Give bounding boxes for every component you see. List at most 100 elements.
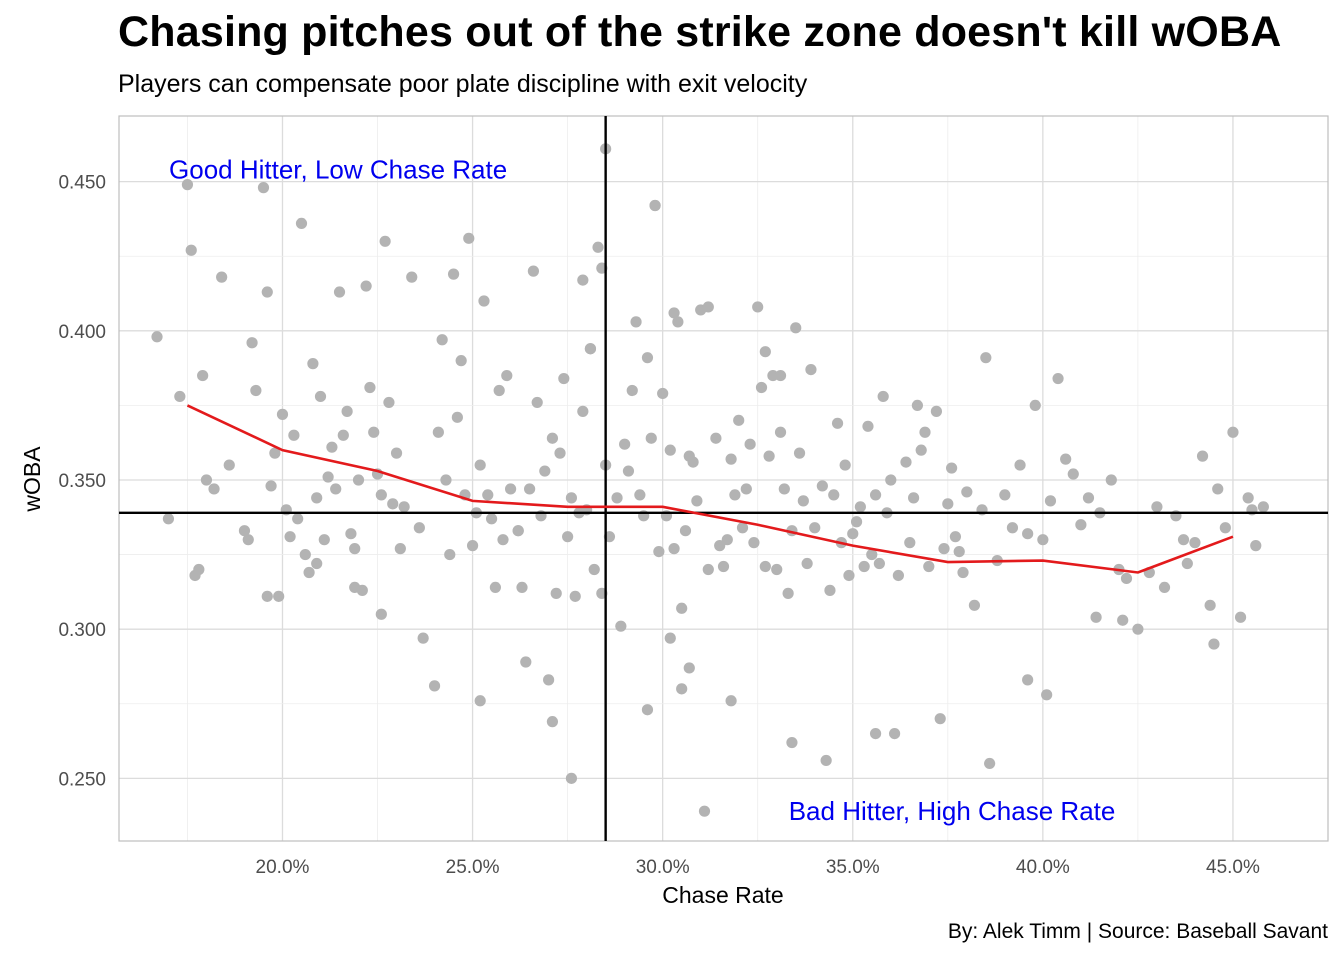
data-point bbox=[569, 590, 581, 602]
x-tick-label: 20.0% bbox=[256, 857, 310, 878]
data-point bbox=[588, 563, 600, 576]
data-point bbox=[577, 405, 589, 417]
data-point bbox=[489, 581, 501, 593]
data-point bbox=[805, 364, 817, 376]
data-point bbox=[759, 560, 771, 573]
y-tick-label: 0.450 bbox=[58, 173, 106, 194]
data-point bbox=[455, 355, 467, 367]
data-point bbox=[999, 489, 1011, 501]
data-point bbox=[866, 548, 878, 561]
data-point bbox=[786, 736, 798, 749]
data-point bbox=[1052, 372, 1064, 385]
data-point bbox=[1120, 572, 1133, 585]
y-axis-ticks: 0.250 0.300 0.350 0.400 0.450 bbox=[58, 173, 106, 791]
y-tick-label: 0.350 bbox=[58, 471, 106, 492]
data-point bbox=[892, 569, 904, 582]
data-point bbox=[733, 414, 745, 426]
data-point bbox=[444, 548, 456, 561]
data-point bbox=[565, 772, 578, 784]
data-point bbox=[968, 599, 981, 611]
data-point bbox=[554, 447, 566, 459]
data-point bbox=[824, 584, 836, 596]
data-point bbox=[387, 498, 399, 510]
data-point bbox=[261, 590, 273, 602]
data-point bbox=[318, 534, 330, 546]
data-point bbox=[413, 522, 425, 534]
data-point bbox=[850, 516, 863, 528]
data-point bbox=[504, 483, 517, 495]
x-tick-label: 30.0% bbox=[636, 857, 690, 878]
data-point bbox=[174, 390, 186, 403]
data-point bbox=[303, 566, 315, 579]
data-point bbox=[641, 704, 654, 716]
data-point bbox=[721, 534, 733, 546]
data-point bbox=[782, 587, 794, 599]
data-point bbox=[687, 456, 699, 468]
data-point bbox=[524, 483, 536, 495]
data-point bbox=[888, 727, 901, 740]
data-point bbox=[474, 695, 486, 707]
data-point bbox=[725, 453, 737, 465]
data-point bbox=[923, 560, 935, 573]
data-point bbox=[634, 489, 646, 501]
data-point bbox=[322, 471, 334, 483]
data-point bbox=[1177, 534, 1190, 546]
data-point bbox=[352, 474, 365, 486]
trend-line bbox=[186, 404, 1234, 574]
data-point bbox=[702, 563, 714, 576]
data-point bbox=[546, 432, 559, 444]
data-point bbox=[900, 456, 912, 468]
data-point bbox=[341, 405, 353, 417]
data-point bbox=[516, 581, 528, 593]
y-tick-label: 0.300 bbox=[58, 620, 106, 641]
data-point bbox=[520, 656, 532, 668]
data-point bbox=[326, 441, 338, 453]
data-point bbox=[360, 280, 372, 292]
data-point bbox=[406, 271, 418, 283]
data-point bbox=[626, 384, 638, 397]
x-tick-label: 25.0% bbox=[446, 857, 500, 878]
data-point bbox=[774, 426, 787, 438]
data-point bbox=[790, 322, 802, 334]
data-point bbox=[482, 489, 494, 501]
data-point bbox=[934, 713, 946, 725]
data-point bbox=[1090, 611, 1102, 623]
data-point bbox=[330, 483, 342, 495]
data-point bbox=[200, 474, 213, 486]
data-point bbox=[854, 501, 866, 513]
data-point bbox=[417, 632, 429, 644]
x-tick-label: 40.0% bbox=[1016, 857, 1070, 878]
y-tick-label: 0.400 bbox=[58, 322, 106, 343]
data-point bbox=[1212, 483, 1224, 495]
data-point bbox=[543, 674, 555, 686]
annotations: Good Hitter, Low Chase Rate Bad Hitter, H… bbox=[169, 155, 1115, 826]
data-point bbox=[1250, 540, 1262, 552]
data-point bbox=[474, 459, 486, 471]
data-point bbox=[1151, 501, 1163, 513]
data-point bbox=[1044, 495, 1057, 507]
data-point bbox=[1189, 537, 1201, 549]
data-point bbox=[911, 399, 923, 412]
data-point bbox=[691, 495, 703, 507]
plot-panel-border bbox=[118, 115, 1329, 842]
data-point bbox=[1022, 674, 1034, 686]
chart-subtitle: Players can compensate poor plate discip… bbox=[118, 70, 808, 98]
data-point bbox=[1158, 581, 1171, 593]
data-point bbox=[641, 352, 654, 364]
data-point bbox=[980, 352, 992, 364]
data-point bbox=[565, 492, 578, 504]
data-point bbox=[930, 405, 943, 417]
data-point bbox=[394, 543, 406, 555]
data-point bbox=[778, 483, 790, 495]
data-point bbox=[664, 444, 676, 456]
data-point bbox=[288, 429, 300, 441]
data-point bbox=[801, 557, 813, 570]
y-tick-label: 0.250 bbox=[58, 769, 106, 790]
data-point bbox=[953, 545, 965, 558]
data-point bbox=[1219, 522, 1231, 534]
data-point bbox=[771, 563, 783, 576]
data-point bbox=[942, 498, 954, 510]
data-point bbox=[562, 531, 574, 543]
data-point bbox=[257, 182, 270, 194]
data-point bbox=[151, 331, 163, 343]
